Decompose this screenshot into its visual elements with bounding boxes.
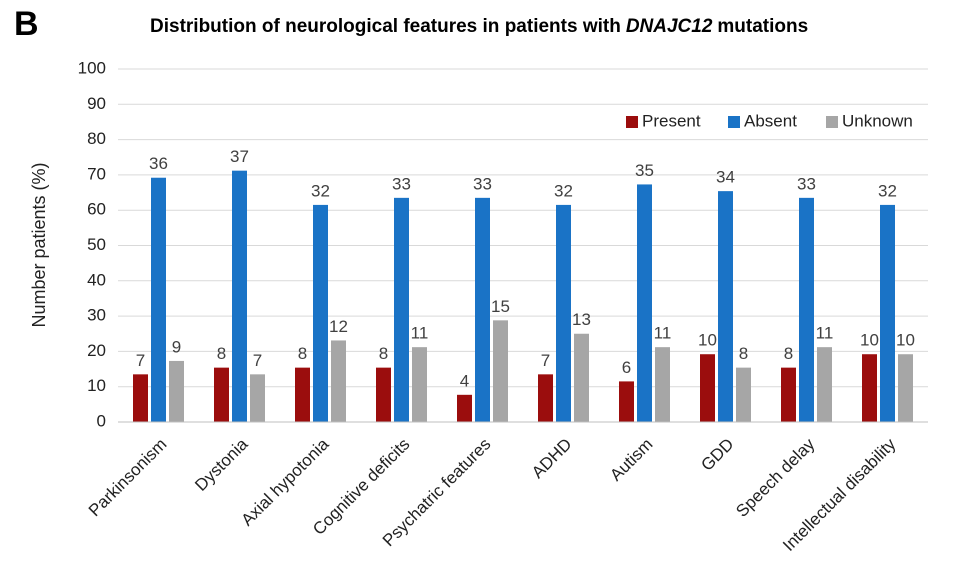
bar xyxy=(331,340,346,422)
x-tick-label: Speech delay xyxy=(732,434,819,521)
y-tick-label: 70 xyxy=(87,164,106,183)
data-label: 33 xyxy=(473,174,492,193)
y-tick-label: 20 xyxy=(87,341,106,360)
data-label: 8 xyxy=(217,344,226,363)
y-tick-label: 30 xyxy=(87,306,106,325)
bar xyxy=(619,381,634,422)
bar xyxy=(700,354,715,422)
data-label: 10 xyxy=(896,331,915,350)
bar xyxy=(133,374,148,422)
data-label: 32 xyxy=(878,181,897,200)
bar xyxy=(295,367,310,422)
bar xyxy=(817,347,832,422)
bar xyxy=(655,347,670,422)
data-label: 10 xyxy=(698,331,717,350)
bar xyxy=(376,367,391,422)
y-tick-label: 40 xyxy=(87,270,106,289)
bar xyxy=(637,184,652,422)
legend-label: Unknown xyxy=(842,111,913,130)
data-label: 8 xyxy=(739,344,748,363)
data-label: 7 xyxy=(253,351,262,370)
bar xyxy=(493,320,508,422)
data-label: 8 xyxy=(784,344,793,363)
bar xyxy=(781,367,796,422)
y-tick-label: 10 xyxy=(87,376,106,395)
bar xyxy=(457,394,472,422)
chart-title: Distribution of neurological features in… xyxy=(150,16,808,37)
legend-swatch xyxy=(826,116,838,128)
data-label: 35 xyxy=(635,161,654,180)
y-tick-label: 0 xyxy=(97,411,106,430)
y-tick-label: 50 xyxy=(87,235,106,254)
bar xyxy=(799,197,814,422)
bar xyxy=(898,354,913,422)
data-label: 37 xyxy=(230,147,249,166)
data-label: 7 xyxy=(136,351,145,370)
legend-label: Absent xyxy=(744,111,797,130)
y-tick-label: 90 xyxy=(87,94,106,113)
data-label: 11 xyxy=(654,324,672,343)
legend-label: Present xyxy=(642,111,701,130)
legend-swatch xyxy=(626,116,638,128)
x-tick-label: Autism xyxy=(606,435,656,485)
bar xyxy=(556,204,571,422)
data-label: 11 xyxy=(816,324,834,343)
bar xyxy=(574,333,589,422)
x-tick-label: Parkinsonism xyxy=(85,435,171,521)
data-label: 32 xyxy=(311,181,330,200)
data-label: 9 xyxy=(172,337,181,356)
data-label: 11 xyxy=(411,324,429,343)
bar xyxy=(736,367,751,422)
y-tick-label: 80 xyxy=(87,129,106,148)
data-label: 4 xyxy=(460,371,469,390)
data-label: 8 xyxy=(379,344,388,363)
bar xyxy=(151,177,166,422)
title-part: Distribution of neurological features in… xyxy=(150,16,621,37)
data-label: 33 xyxy=(797,174,816,193)
bar xyxy=(475,197,490,422)
panel-label: B xyxy=(14,5,39,43)
x-tick-label: Dystonia xyxy=(191,434,252,495)
title-part: mutations xyxy=(717,16,808,37)
x-tick-label: ADHD xyxy=(528,435,575,482)
y-tick-label: 60 xyxy=(87,200,106,219)
x-tick-label: GDD xyxy=(697,435,737,475)
bar xyxy=(880,204,895,422)
bar xyxy=(394,197,409,422)
bar xyxy=(169,360,184,422)
y-tick-label: 100 xyxy=(78,58,106,77)
bar xyxy=(538,374,553,422)
data-label: 10 xyxy=(860,331,879,350)
data-label: 32 xyxy=(554,181,573,200)
data-label: 7 xyxy=(541,351,550,370)
data-label: 8 xyxy=(298,344,307,363)
title-part: DNAJC12 xyxy=(626,16,713,37)
bar xyxy=(214,367,229,422)
data-label: 36 xyxy=(149,154,168,173)
legend-swatch xyxy=(728,116,740,128)
data-label: 33 xyxy=(392,174,411,193)
data-label: 12 xyxy=(329,317,348,336)
bar xyxy=(232,170,247,422)
bar xyxy=(250,374,265,422)
bar xyxy=(718,191,733,422)
data-label: 34 xyxy=(716,168,735,187)
bar xyxy=(412,347,427,422)
data-label: 6 xyxy=(622,358,631,377)
data-label: 15 xyxy=(491,297,510,316)
bar xyxy=(862,354,877,422)
bar xyxy=(313,204,328,422)
y-axis-label: Number patients (%) xyxy=(29,162,49,327)
data-label: 13 xyxy=(572,310,591,329)
